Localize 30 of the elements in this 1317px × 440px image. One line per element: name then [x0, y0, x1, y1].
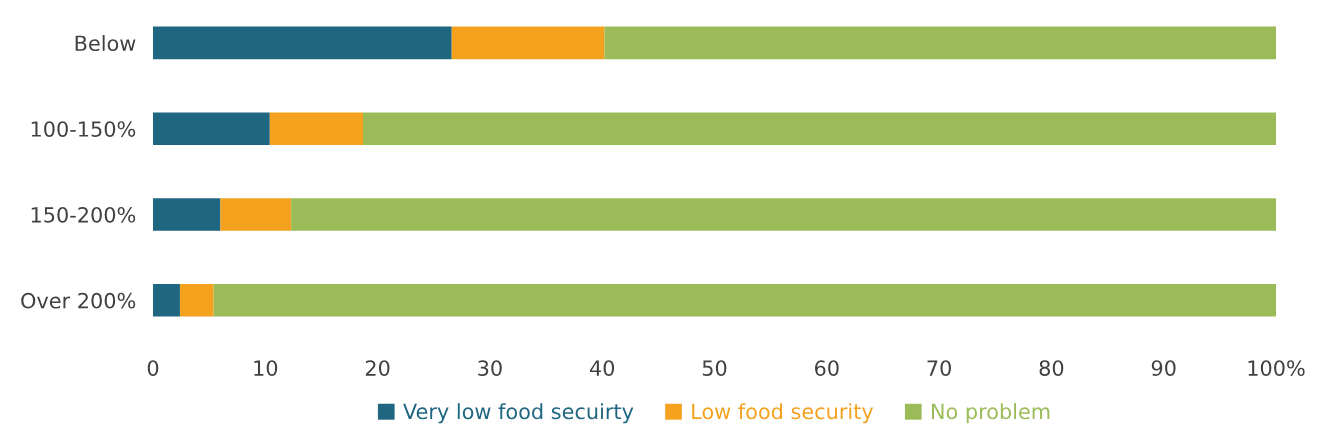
y-tick-label: Over 200%	[21, 292, 136, 309]
bar	[153, 284, 180, 317]
x-tick-label: 60	[815, 360, 839, 376]
x-tick-label: 90	[1151, 360, 1176, 376]
x-tick-label: 30	[478, 360, 502, 376]
bar	[604, 26, 1276, 60]
bar	[363, 112, 1276, 145]
bar	[153, 112, 270, 145]
legend-label: Low food security	[692, 403, 874, 424]
x-tick-label: 80	[1039, 360, 1064, 376]
bar	[179, 284, 214, 317]
x-tick-label: 10	[254, 360, 278, 376]
bar	[269, 112, 363, 145]
x-tick-label: 50	[702, 360, 727, 376]
bar	[153, 198, 221, 231]
x-tick-label: 40	[589, 360, 615, 376]
bar	[220, 198, 292, 231]
legend-label: No problem	[931, 403, 1050, 424]
y-tick-label: Below	[75, 34, 136, 52]
bar	[291, 198, 1276, 231]
x-tick-label: 0	[147, 360, 159, 376]
x-tick-label: 20	[365, 360, 390, 376]
y-tick-label: 100-150%	[31, 121, 136, 137]
legend-label: Very low food secuirty	[403, 403, 634, 424]
x-tick-label: 70	[927, 360, 951, 376]
bar	[153, 26, 452, 60]
bar	[451, 26, 605, 60]
bar	[213, 284, 1276, 317]
y-tick-label: 150-200%	[31, 206, 136, 223]
x-tick-label: 100%	[1248, 360, 1305, 376]
